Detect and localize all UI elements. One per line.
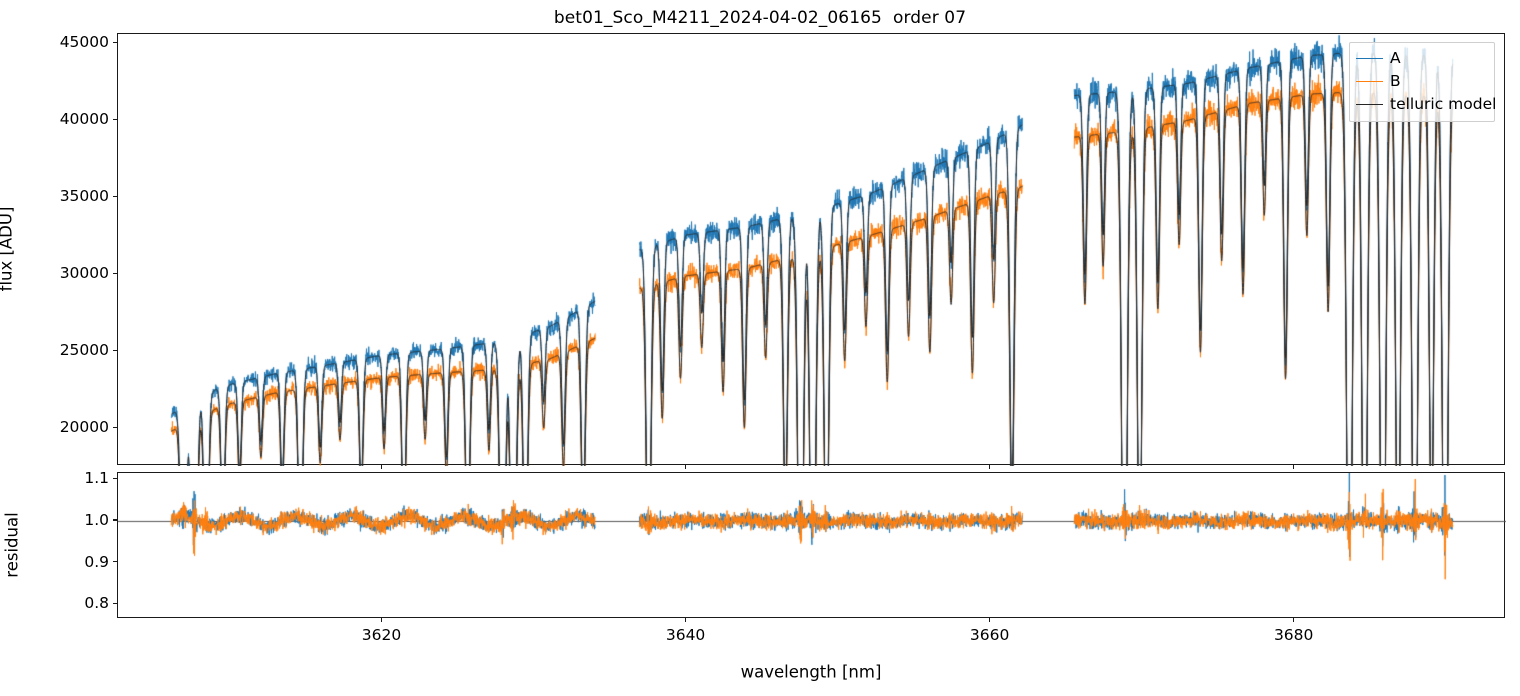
legend-swatch-b — [1356, 81, 1383, 82]
legend-label-a: A — [1390, 48, 1401, 67]
wavelength-xticklabel: 3680 — [1273, 626, 1314, 644]
residual-yticklabel: 1.1 — [84, 469, 109, 488]
wavelength-xtick — [684, 618, 687, 623]
residual-plot-canvas — [118, 473, 1506, 619]
flux-ytick — [112, 41, 117, 43]
residual-panel — [117, 472, 1506, 619]
residual-axis-label: residual — [2, 512, 22, 578]
flux-yticklabel: 45000 — [59, 33, 109, 52]
legend-label-telluric-model: telluric model — [1390, 94, 1497, 113]
flux-axis-label: flux [ADU] — [0, 206, 16, 292]
wavelength-axis-label: wavelength [nm] — [740, 662, 882, 682]
legend-item-a: A — [1356, 47, 1488, 70]
legend-item-telluric-model: telluric model — [1356, 93, 1496, 116]
residual-yticklabel: 1.0 — [84, 510, 109, 529]
residual-yticklabel: 0.8 — [84, 594, 109, 613]
legend-swatch-a — [1356, 58, 1383, 59]
legend-swatch-telluric-model — [1356, 104, 1383, 105]
residual-ytick — [112, 602, 117, 605]
flux-yticklabel: 25000 — [59, 341, 109, 360]
flux-yticklabel: 40000 — [59, 110, 109, 129]
wavelength-xticklabel: 3620 — [361, 626, 402, 644]
residual-ytick — [112, 560, 117, 563]
flux-ytick — [112, 272, 117, 274]
residual-yticklabel: 0.9 — [84, 552, 109, 571]
flux-yticklabel: 35000 — [59, 187, 109, 206]
flux-ytick — [112, 349, 117, 351]
flux-yticklabel: 30000 — [59, 264, 109, 283]
legend-label-b: B — [1390, 71, 1401, 90]
wavelength-xticklabel: 3660 — [969, 626, 1010, 644]
flux-xtick — [380, 465, 383, 470]
wavelength-xtick — [988, 618, 991, 623]
flux-xtick — [684, 465, 687, 470]
flux-ytick — [112, 118, 117, 120]
residual-ytick — [112, 477, 117, 479]
residual-ytick — [112, 519, 117, 521]
wavelength-xticklabel: 3640 — [665, 626, 706, 644]
flux-ytick — [112, 426, 117, 428]
flux-plot-canvas — [118, 34, 1506, 466]
legend-item-b: B — [1356, 70, 1488, 93]
wavelength-xtick — [1292, 618, 1295, 623]
wavelength-xtick — [380, 618, 383, 623]
flux-xtick — [988, 465, 991, 470]
flux-yticklabel: 20000 — [59, 418, 109, 437]
flux-panel — [117, 33, 1506, 466]
page-title: bet01_Sco_M4211_2024-04-02_06165 order 0… — [553, 8, 967, 28]
flux-xtick — [1292, 465, 1295, 470]
legend[interactable]: A B telluric model — [1349, 42, 1496, 122]
flux-ytick — [112, 195, 117, 197]
